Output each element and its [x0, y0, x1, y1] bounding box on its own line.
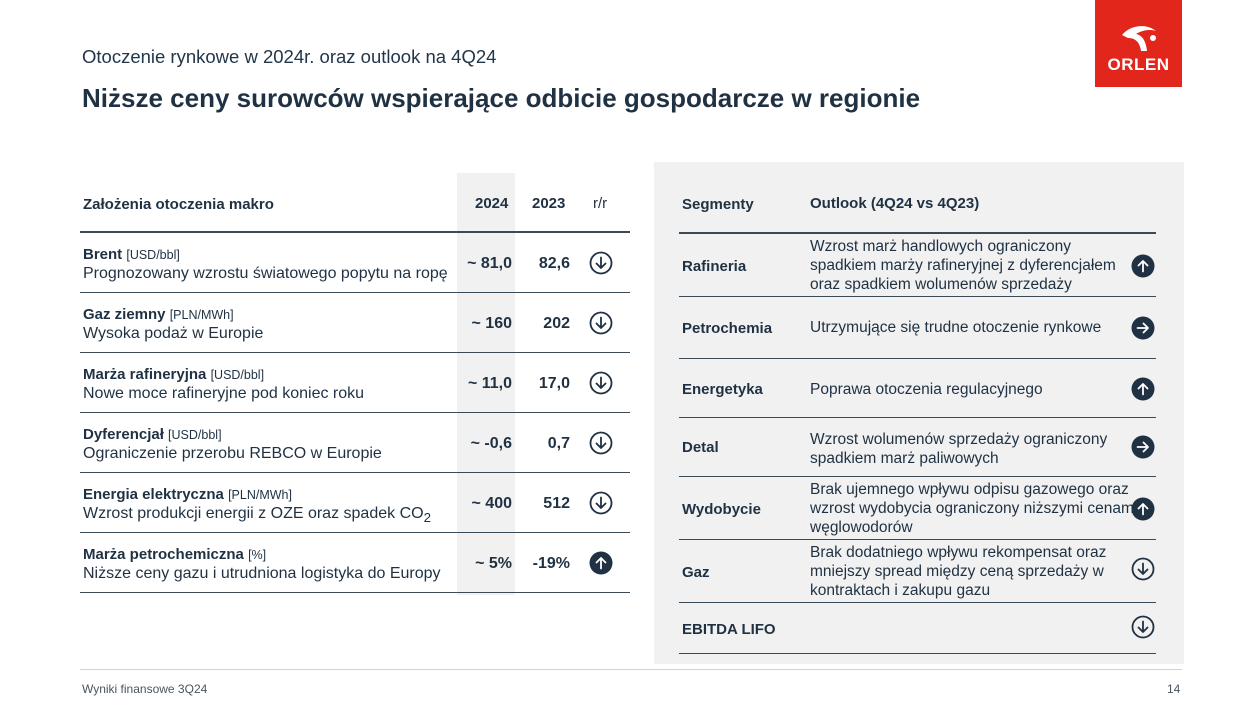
orlen-logo: ORLEN — [1095, 0, 1182, 87]
macro-row: Marża rafineryjna [USD/bbl] Nowe moce raf… — [80, 353, 630, 413]
outlook-text: Poprawa otoczenia regulacyjnego — [810, 381, 1043, 398]
value-2024: ~ 400 — [471, 495, 512, 512]
subscript: 2 — [423, 510, 431, 526]
arrow-up-filled-icon — [589, 551, 613, 575]
macro-row: Brent [USD/bbl] Prognozowany wzrostu świa… — [80, 233, 630, 293]
outlook-row: Energetyka Poprawa otoczenia regulacyjneg… — [679, 359, 1156, 418]
value-2023: 202 — [543, 315, 570, 332]
orlen-eagle-icon — [1121, 26, 1156, 51]
value-2023: 17,0 — [538, 375, 570, 392]
page-number: 14 — [1167, 682, 1181, 696]
segment-name: Gaz — [682, 564, 710, 581]
macro-unit: [%] — [248, 548, 267, 562]
outlook-text: Utrzymujące się trudne otoczenie rynkowe — [810, 319, 1102, 336]
macro-name: Marża rafineryjna [USD/bbl] — [83, 366, 265, 383]
macro-row: Marża petrochemiczna [%] Niższe ceny gazu… — [80, 533, 630, 593]
outlook-row: Petrochemia Utrzymujące się trudne otocze… — [679, 297, 1156, 359]
macro-description: Nowe moce rafineryjne pod koniec roku — [83, 385, 365, 402]
segment-name: Wydobycie — [682, 501, 761, 518]
outlook-row: EBITDA LIFO — [679, 603, 1156, 654]
macro-name: Marża petrochemiczna [%] — [83, 546, 267, 563]
footer-label: Wyniki finansowe 3Q24 — [82, 682, 208, 696]
macro-name: Brent [USD/bbl] — [83, 246, 180, 263]
macro-row: Dyferencjał [USD/bbl] Ograniczenie przero… — [80, 413, 630, 473]
segment-name: EBITDA LIFO — [682, 621, 776, 638]
macro-unit: [PLN/MWh] — [228, 488, 292, 502]
macro-table: Założenia otoczenia makro 2024 2023 r/r … — [80, 173, 630, 593]
value-2024: ~ 11,0 — [467, 375, 512, 392]
outlook-panel: Segmenty Outlook (4Q24 vs 4Q23) Rafineri… — [654, 162, 1184, 664]
arrow-down-outline-icon — [1131, 615, 1155, 639]
arrow-down-outline-icon — [589, 491, 613, 515]
macro-unit: [USD/bbl] — [126, 248, 180, 262]
arrow-down-outline-icon — [1131, 557, 1155, 581]
macro-unit: [PLN/MWh] — [169, 308, 234, 322]
macro-name: Gaz ziemny [PLN/MWh] — [83, 306, 234, 323]
arrow-down-outline-icon — [589, 251, 613, 275]
macro-name: Energia elektryczna [PLN/MWh] — [83, 486, 292, 503]
outlook-table-header: Segmenty Outlook (4Q24 vs 4Q23) — [679, 162, 1156, 234]
logo-text: ORLEN — [1107, 55, 1170, 74]
segment-name: Rafineria — [682, 258, 747, 275]
column-2024-highlight — [457, 173, 515, 595]
value-2023: 512 — [543, 495, 570, 512]
arrow-up-filled-icon — [1131, 497, 1155, 521]
segment-name: Detal — [682, 439, 719, 456]
header-2024: 2024 — [475, 195, 509, 212]
page-title: Niższe ceny surowców wspierające odbicie… — [82, 83, 921, 113]
arrow-up-filled-icon — [1131, 377, 1155, 401]
value-2024: ~ 81,0 — [467, 255, 512, 272]
macro-table-header: Założenia otoczenia makro 2024 2023 r/r — [80, 173, 630, 233]
segment-name: Petrochemia — [682, 320, 773, 337]
outlook-text: Wzrost wolumenów sprzedaży ograniczony s… — [810, 431, 1108, 467]
outlook-row: Gaz Brak dodatniego wpływu rekompensat or… — [679, 540, 1156, 603]
macro-row: Gaz ziemny [PLN/MWh] Wysoka podaż w Europ… — [80, 293, 630, 353]
outlook-row: Detal Wzrost wolumenów sprzedaży ogranicz… — [679, 418, 1156, 477]
header-segment: Segmenty — [682, 196, 754, 213]
footer-divider — [80, 669, 1182, 670]
macro-unit: [USD/bbl] — [168, 428, 222, 442]
header-label: Założenia otoczenia makro — [83, 196, 274, 213]
value-2024: ~ -0,6 — [470, 435, 512, 452]
arrow-right-filled-icon — [1131, 316, 1155, 340]
outlook-row: Rafineria Wzrost marż handlowych ogranicz… — [679, 234, 1156, 297]
header-yoy: r/r — [593, 195, 608, 212]
page-subtitle: Otoczenie rynkowe w 2024r. oraz outlook … — [82, 46, 497, 67]
arrow-down-outline-icon — [589, 431, 613, 455]
macro-name: Dyferencjał [USD/bbl] — [83, 426, 222, 443]
macro-description: Ograniczenie przerobu REBCO w Europie — [83, 445, 382, 462]
header-outlook: Outlook (4Q24 vs 4Q23) — [810, 195, 980, 212]
arrow-down-outline-icon — [589, 371, 613, 395]
arrow-down-outline-icon — [589, 311, 613, 335]
value-2023: 0,7 — [547, 435, 570, 452]
header-2023: 2023 — [532, 195, 566, 212]
outlook-text: Brak dodatniego wpływu rekompensat oraz … — [810, 544, 1107, 599]
value-2023: -19% — [532, 555, 570, 572]
macro-description: Niższe ceny gazu i utrudniona logistyka … — [83, 565, 441, 582]
macro-description: Prognozowany wzrostu światowego popytu n… — [83, 265, 448, 282]
macro-description: Wzrost produkcji energii z OZE oraz spad… — [83, 505, 431, 526]
arrow-right-filled-icon — [1131, 435, 1155, 459]
outlook-text: Brak ujemnego wpływu odpisu gazowego ora… — [810, 481, 1138, 536]
macro-row: Energia elektryczna [PLN/MWh] Wzrost prod… — [80, 473, 630, 533]
outlook-text: Wzrost marż handlowych ograniczony spadk… — [810, 238, 1116, 293]
value-2024: ~ 160 — [471, 315, 512, 332]
outlook-row: Wydobycie Brak ujemnego wpływu odpisu gaz… — [679, 477, 1156, 540]
macro-unit: [USD/bbl] — [210, 368, 265, 382]
value-2023: 82,6 — [538, 255, 570, 272]
segment-name: Energetyka — [682, 381, 763, 398]
macro-description: Wysoka podaż w Europie — [83, 325, 264, 342]
value-2024: ~ 5% — [475, 555, 512, 572]
arrow-up-filled-icon — [1131, 254, 1155, 278]
